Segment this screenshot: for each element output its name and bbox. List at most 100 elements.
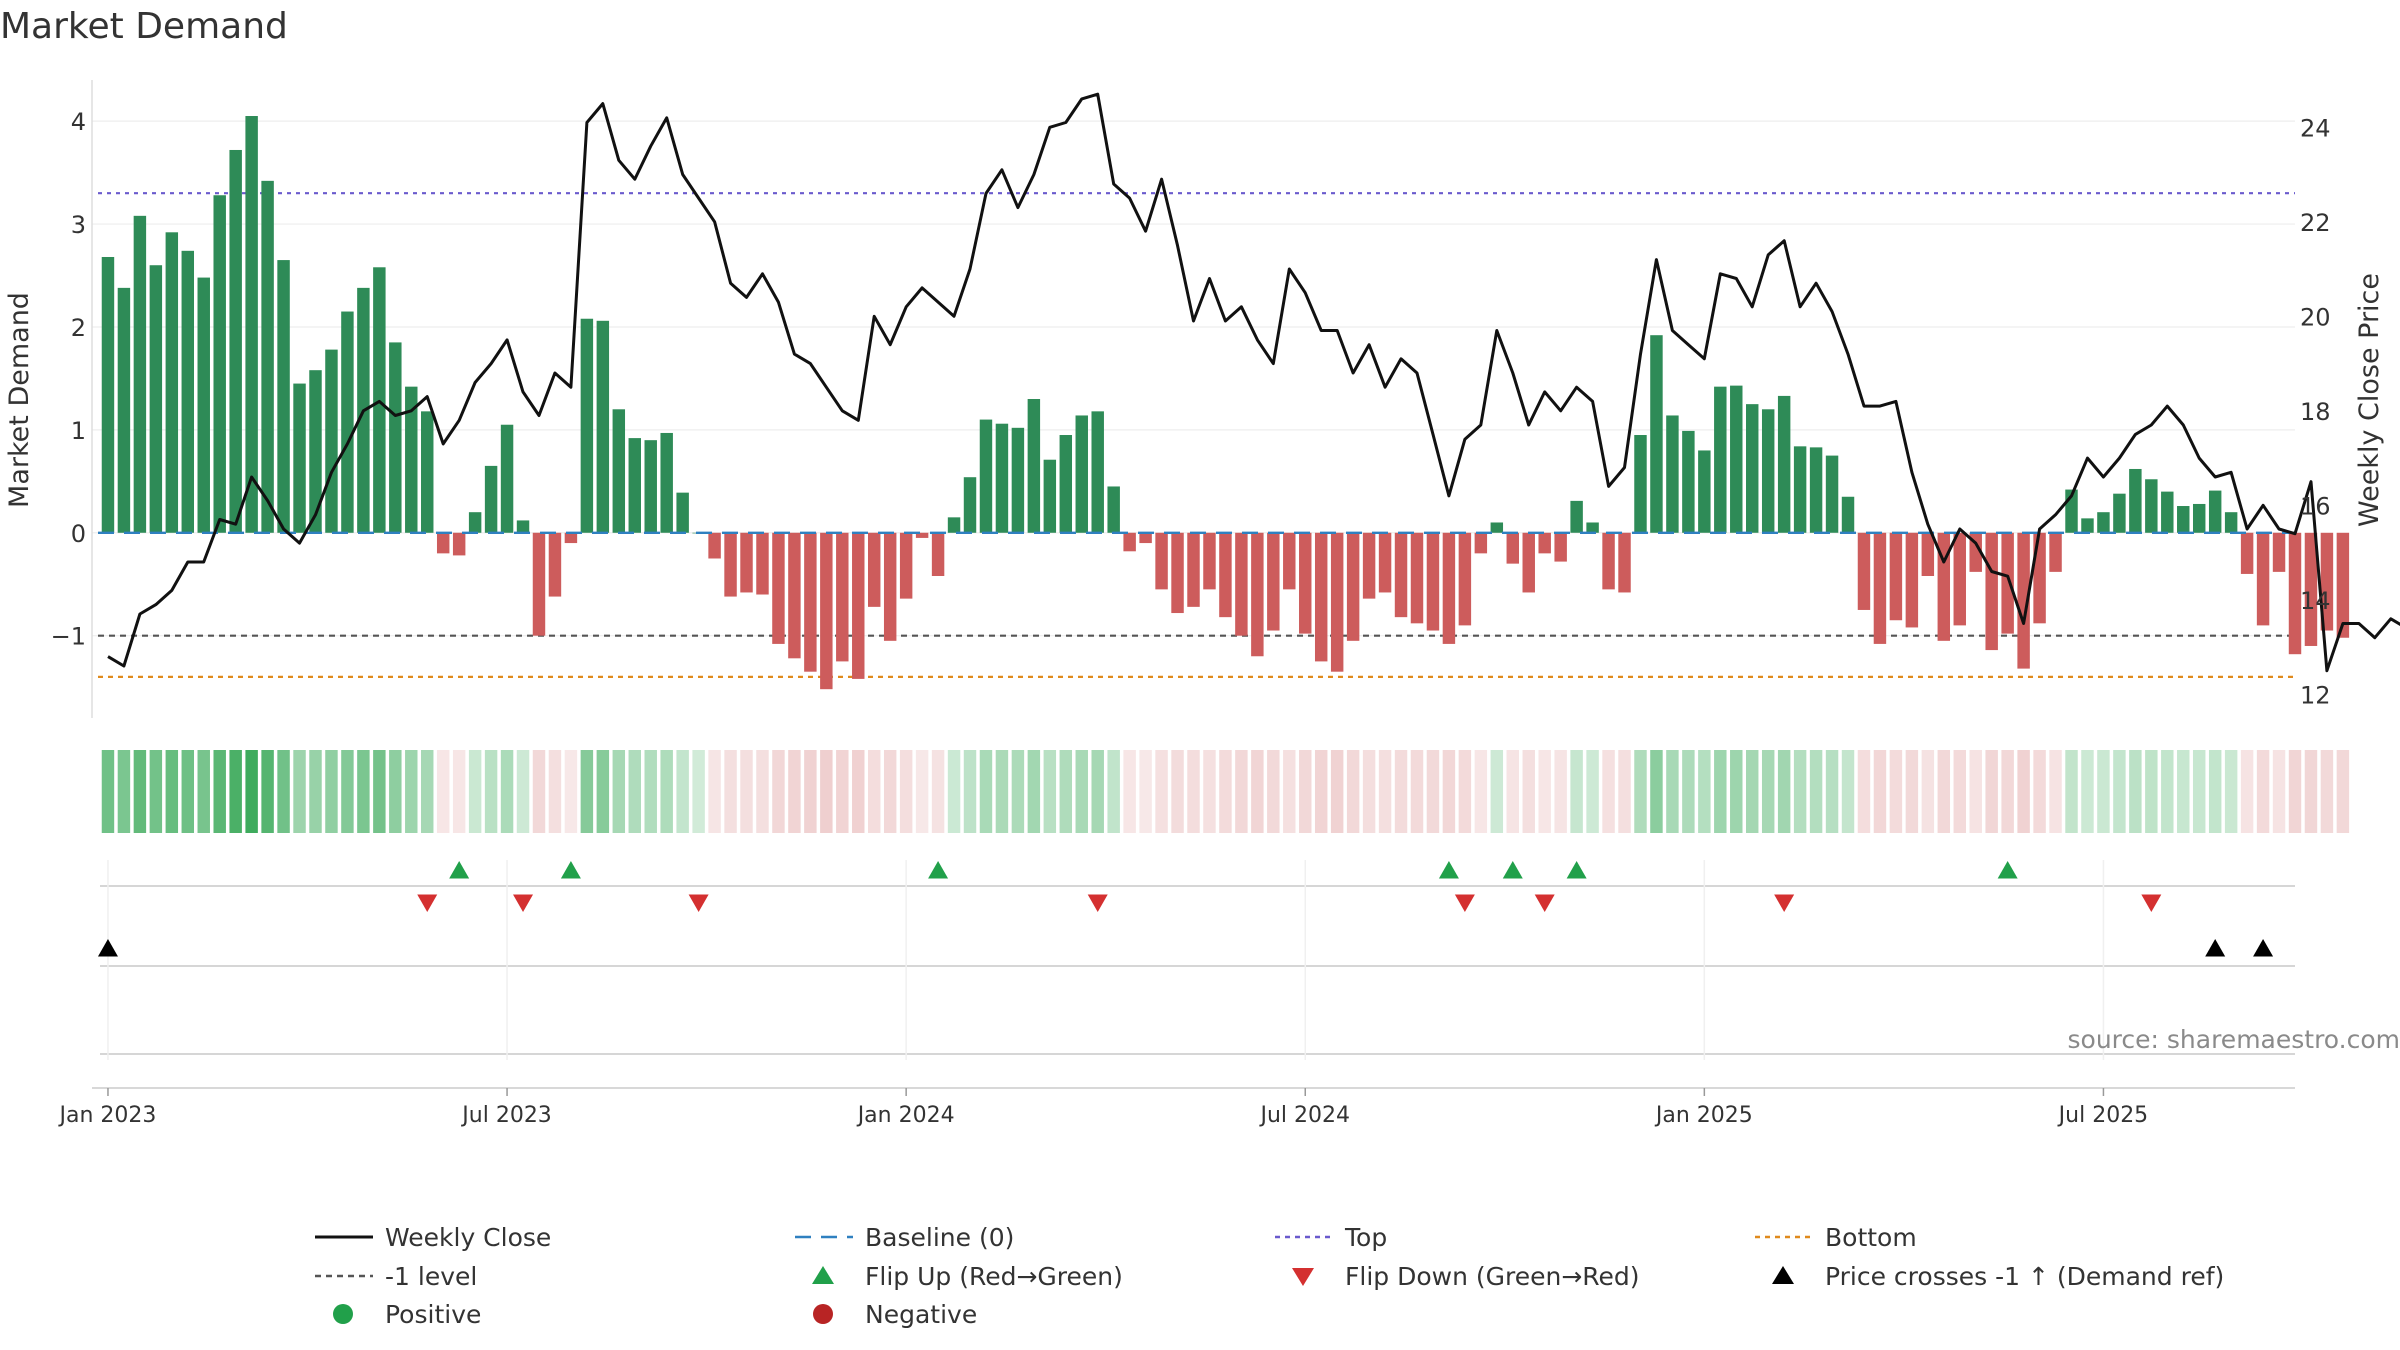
- demand-bar: [1602, 532, 1615, 590]
- heat-cell: [1841, 750, 1855, 833]
- heat-cell: [1394, 750, 1408, 833]
- heat-cell: [1586, 750, 1599, 833]
- heat-cell: [1043, 750, 1057, 833]
- price-line: [107, 92, 2400, 673]
- price-line-group: [107, 92, 2400, 673]
- demand-bar: [804, 532, 817, 672]
- y-tick-label-right: 14: [2300, 587, 2331, 615]
- chart-title: Market Demand: [0, 6, 288, 47]
- heat-cell: [804, 750, 817, 833]
- legend-label: Bottom: [1825, 1223, 1917, 1252]
- y-axis-label-left: Market Demand: [4, 292, 35, 508]
- heat-cell: [915, 750, 929, 833]
- heat-cell: [213, 750, 226, 833]
- demand-bar: [1666, 415, 1679, 533]
- demand-bar: [2161, 491, 2174, 533]
- y-tick-labels: 4 3 2 1 0 −1 24 22 20 18 16 14 12: [51, 108, 2331, 709]
- heat-cell: [1873, 750, 1887, 833]
- heat-cell: [1378, 750, 1392, 833]
- heat-cell: [1682, 750, 1695, 833]
- heat-cell: [580, 750, 594, 833]
- heat-cell: [1650, 750, 1663, 833]
- heat-cell: [2288, 750, 2302, 833]
- heat-cell: [1235, 750, 1248, 833]
- heat-cell: [1251, 750, 1264, 833]
- heat-cell: [899, 750, 913, 833]
- heat-cell: [1634, 750, 1647, 833]
- heat-cell: [1075, 750, 1088, 833]
- demand-bar: [1538, 532, 1551, 554]
- demand-bar: [2129, 468, 2142, 533]
- heat-cell: [1506, 750, 1520, 833]
- flip-down-marker: [688, 894, 709, 912]
- heat-cell: [1283, 750, 1296, 833]
- heat-cell: [1091, 750, 1104, 833]
- demand-bar: [756, 532, 769, 595]
- demand-bar: [1761, 409, 1775, 533]
- demand-bar: [1809, 447, 1823, 533]
- demand-bar: [1346, 532, 1360, 641]
- demand-bar: [1570, 500, 1583, 533]
- x-tick-label: Jul 2024: [1258, 1103, 1350, 1128]
- heat-cell: [2192, 750, 2206, 833]
- heat-cell: [2240, 750, 2254, 833]
- heat-cell: [628, 750, 641, 833]
- y-tick-label-left: 4: [71, 108, 86, 136]
- legend-entry: Positive: [333, 1300, 481, 1329]
- heat-cell: [1985, 750, 1998, 833]
- demand-bar: [1187, 532, 1200, 607]
- x-tick-label: Jan 2023: [58, 1103, 157, 1128]
- demand-bar: [1985, 532, 1998, 651]
- demand-bar: [1235, 532, 1248, 636]
- demand-bar: [1107, 486, 1120, 533]
- heat-cell: [1011, 750, 1025, 833]
- flip-down-marker: [417, 894, 438, 912]
- heat-cell: [452, 750, 466, 833]
- demand-bar: [947, 517, 961, 533]
- demand-bar: [1314, 532, 1328, 662]
- demand-bar: [628, 438, 641, 533]
- heat-cell: [772, 750, 785, 833]
- heat-cell: [1937, 750, 1951, 833]
- legend-entry: Baseline (0): [795, 1223, 1014, 1252]
- heat-cell: [548, 750, 562, 833]
- flip-up-marker: [1438, 861, 1459, 879]
- flip-down-marker: [1534, 894, 1555, 912]
- heat-cell: [1474, 750, 1488, 833]
- heat-cell: [2097, 750, 2110, 833]
- heat-cell: [1698, 750, 1711, 833]
- heat-cell: [612, 750, 626, 833]
- demand-bar: [1458, 532, 1472, 626]
- demand-bar: [979, 419, 993, 533]
- demand-bar: [484, 465, 498, 533]
- heat-cell: [1059, 750, 1073, 833]
- demand-bar: [1554, 532, 1567, 562]
- y-tick-label-left: 3: [71, 211, 86, 239]
- demand-bar: [1123, 532, 1136, 552]
- demand-bar: [899, 532, 913, 599]
- demand-bar: [436, 532, 450, 554]
- x-tick-label: Jan 2024: [856, 1103, 955, 1128]
- heat-cell: [1746, 750, 1759, 833]
- legend-entry: Top: [1275, 1223, 1387, 1252]
- demand-bar: [1043, 459, 1057, 533]
- demand-bar: [1378, 532, 1392, 593]
- demand-bar: [1203, 532, 1216, 590]
- legend-entry: Weekly Close: [315, 1223, 551, 1252]
- heat-cell: [1953, 750, 1966, 833]
- demand-bar: [213, 195, 226, 533]
- demand-bar: [1746, 404, 1759, 533]
- heat-cell: [165, 750, 179, 833]
- heat-cell: [1825, 750, 1839, 833]
- heat-cell: [1889, 750, 1903, 833]
- demand-bar: [500, 424, 514, 533]
- y-tick-label-right: 16: [2300, 492, 2331, 520]
- heat-cell: [1618, 750, 1631, 833]
- demand-bar: [2049, 532, 2062, 572]
- heat-cell: [1410, 750, 1424, 833]
- heat-cell: [660, 750, 673, 833]
- demand-bar: [1825, 455, 1839, 533]
- heat-cell: [389, 750, 402, 833]
- flip-down-marker: [1087, 894, 1108, 912]
- legend-entry: Bottom: [1755, 1223, 1917, 1252]
